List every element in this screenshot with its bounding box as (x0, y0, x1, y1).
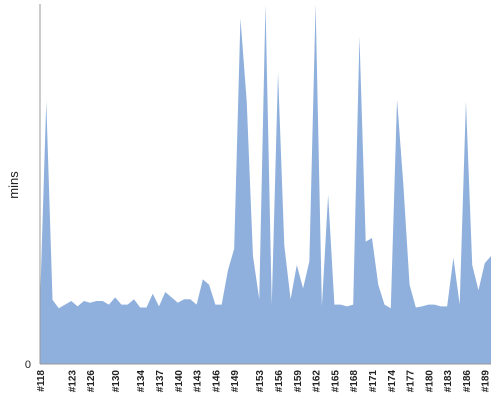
x-tick-label: #146 (211, 370, 222, 393)
area-series (40, 4, 491, 364)
x-tick-label: #189 (481, 370, 492, 393)
plot-area (40, 4, 491, 364)
x-tick-label: #168 (349, 370, 360, 393)
x-tick-label: #162 (312, 370, 323, 393)
x-tick-label: #186 (462, 370, 473, 393)
x-tick-label: #165 (330, 370, 341, 393)
x-tick-label: #134 (136, 370, 147, 393)
x-tick-label: #143 (193, 370, 204, 393)
x-tick-label: #140 (174, 370, 185, 393)
x-tick-label: #180 (424, 370, 435, 393)
x-tick-label: #126 (86, 370, 97, 393)
x-tick-label: #171 (368, 370, 379, 393)
x-tick-label: #156 (274, 370, 285, 393)
x-tick-label: #137 (155, 370, 166, 393)
x-tick-label: #174 (387, 370, 398, 393)
x-tick-label: #149 (230, 370, 241, 393)
x-tick-label: #177 (406, 370, 417, 393)
y-axis-label: mins (6, 171, 21, 199)
x-tick-label: #118 (36, 370, 47, 392)
x-tick-labels: #118 #123 #126 #130 #134 #137 #140 #143 #146 #149… (36, 370, 492, 393)
x-tick-label: #153 (255, 370, 266, 393)
x-tick-label: #159 (293, 370, 304, 393)
x-tick-label: #123 (67, 370, 78, 393)
y-tick-label: 0 (25, 359, 31, 371)
x-tick-label: #183 (443, 370, 454, 393)
x-tick-label: #130 (111, 370, 122, 393)
